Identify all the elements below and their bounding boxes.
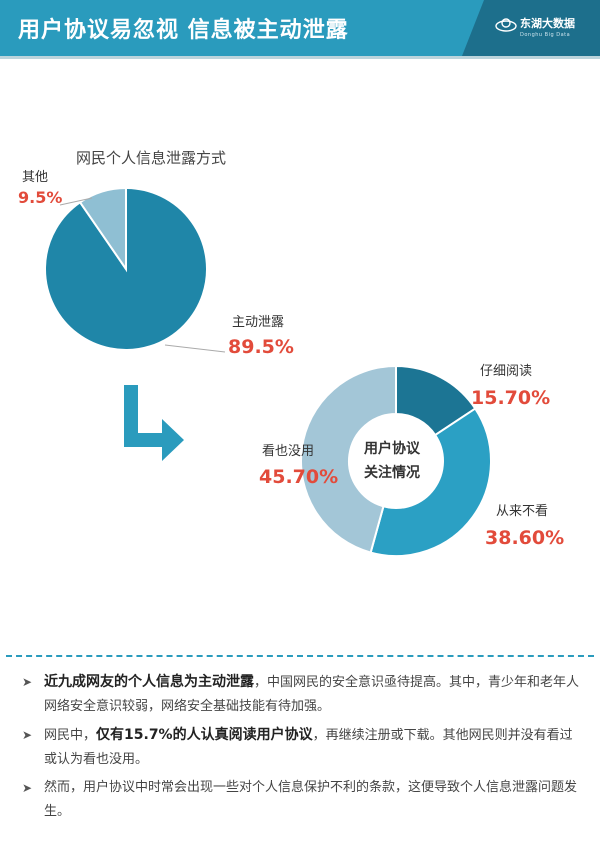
pie-title: 网民个人信息泄露方式 — [76, 149, 227, 167]
section-divider — [6, 655, 594, 657]
cloud-logo-icon — [495, 18, 517, 32]
donut-center-line-2: 关注情况 — [364, 465, 420, 481]
leader-line-1 — [164, 344, 226, 353]
pie-label-other: 其他 — [22, 170, 49, 185]
donut-label-careful: 仔细阅读 — [480, 364, 533, 379]
slice-2 — [300, 364, 397, 554]
flow-arrow-icon — [124, 385, 184, 461]
page-title: 用户协议易忽视 信息被主动泄露 — [18, 18, 349, 43]
summary-item-bold: 近九成网友的个人信息为主动泄露 — [44, 674, 254, 690]
donut-value-useless: 45.70% — [259, 466, 339, 488]
donut-value-never: 38.60% — [485, 527, 565, 549]
arrow-bullet-icon: ➤ — [22, 781, 33, 795]
donut-center-line-1: 用户协议 — [364, 441, 420, 457]
slice-1 — [78, 186, 127, 273]
arrow-bullet-icon: ➤ — [22, 728, 33, 742]
summary-list: ➤ 近九成网友的个人信息为主动泄露，中国网民的安全意识亟待提高。其中，青少年和老年… — [22, 670, 584, 828]
summary-item: ➤ 近九成网友的个人信息为主动泄露，中国网民的安全意识亟待提高。其中，青少年和老年… — [22, 670, 584, 719]
summary-item-bold: 仅有15.7%的人认真阅读用户协议 — [96, 727, 313, 743]
summary-item: ➤ 网民中，仅有15.7%的人认真阅读用户协议，再继续注册或下载。其他网民则并没有… — [22, 723, 584, 772]
header-underline — [0, 56, 600, 59]
header-notch — [462, 0, 484, 56]
pie-value-active: 89.5% — [228, 336, 294, 358]
slice-1 — [369, 407, 492, 557]
summary-item-text: ，中国网民的安全意识亟待提高。其中，青少年和老年人网络安全意识较弱，网络安全基础… — [44, 675, 580, 714]
leader-line-0 — [59, 197, 93, 206]
pie-label-active: 主动泄露 — [232, 315, 285, 330]
pie-value-other: 9.5% — [18, 188, 63, 207]
header-logo-panel — [462, 0, 600, 56]
donut-center-label: 用户协议 关注情况 — [352, 437, 432, 485]
donut-label-useless: 看也没用 — [262, 444, 315, 459]
donut-value-careful: 15.70% — [471, 387, 551, 409]
logo-subtitle: Donghu Big Data — [520, 32, 571, 38]
logo-name: 东湖大数据 — [520, 17, 575, 30]
donut-label-never: 从来不看 — [496, 504, 549, 519]
summary-item-prefix: 网民中， — [44, 728, 97, 743]
summary-item: ➤ 然而，用户协议中时常会出现一些对个人信息保护不利的条款，这便导致个人信息泄露问… — [22, 776, 584, 824]
donut-hole — [350, 415, 442, 507]
summary-item-text: ，再继续注册或下载。其他网民则并没有看过或认为看也没用。 — [44, 728, 573, 767]
arrow-bullet-icon: ➤ — [22, 675, 33, 689]
summary-item-text: 然而，用户协议中时常会出现一些对个人信息保护不利的条款，这便导致个人信息泄露问题… — [44, 780, 578, 819]
